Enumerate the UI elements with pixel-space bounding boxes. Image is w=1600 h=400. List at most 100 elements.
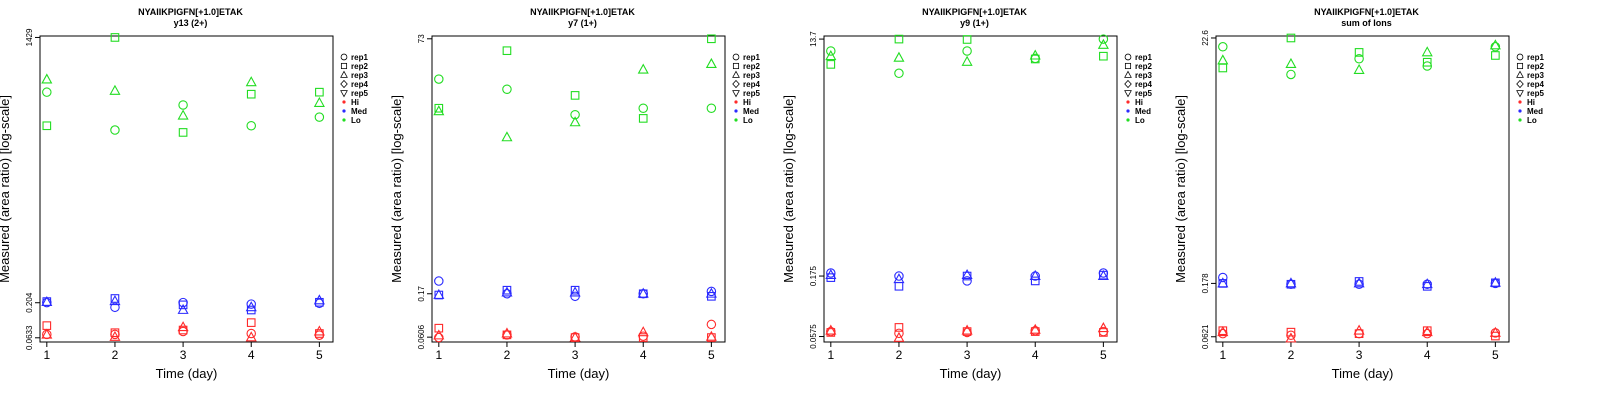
data-point-lo-rep3 xyxy=(961,55,973,66)
x-tick-label: 5 xyxy=(1100,348,1107,362)
data-point-lo-rep3 xyxy=(1029,49,1041,60)
x-tick-label: 2 xyxy=(896,348,903,362)
x-axis-label: Time (day) xyxy=(548,366,610,381)
legend-label-med: Med xyxy=(743,107,759,116)
x-tick-label: 4 xyxy=(640,348,647,362)
data-point-hi-rep3 xyxy=(893,331,905,342)
data-point-lo-rep1 xyxy=(42,87,52,97)
y-tick-label: 0.0621 xyxy=(1201,324,1210,349)
data-point-med-rep3 xyxy=(1421,278,1433,289)
x-tick-label: 1 xyxy=(435,348,442,362)
data-point-hi-rep3 xyxy=(825,324,837,335)
data-point-med-rep3 xyxy=(1029,269,1041,280)
data-point-lo-rep2 xyxy=(502,46,512,56)
data-point-lo-rep2 xyxy=(178,128,188,137)
data-point-lo-rep1 xyxy=(434,74,444,84)
data-point-med-rep3 xyxy=(41,295,53,307)
legend-marker-rep4 xyxy=(1124,79,1132,89)
data-point-lo-rep3 xyxy=(1097,38,1109,49)
data-point-lo-rep1 xyxy=(894,68,904,79)
x-tick-label: 4 xyxy=(248,348,255,362)
data-point-lo-rep1 xyxy=(706,103,717,113)
legend-dot-med xyxy=(342,109,346,113)
x-axis-label: Time (day) xyxy=(940,366,1002,381)
data-point-hi-rep3 xyxy=(1285,332,1297,343)
legend-label-lo: Lo xyxy=(351,116,361,125)
data-point-lo-rep2 xyxy=(1099,51,1108,61)
x-tick-label: 2 xyxy=(1288,348,1295,362)
data-point-lo-rep3 xyxy=(1217,54,1229,65)
data-point-lo-rep3 xyxy=(433,105,445,116)
y-tick-label: 13.7 xyxy=(809,31,818,47)
legend-marker-rep3 xyxy=(1516,70,1524,78)
data-point-med-rep2 xyxy=(1030,276,1040,286)
legend-label-hi: Hi xyxy=(351,98,359,107)
plot-frame xyxy=(1215,35,1510,343)
data-point-hi-rep3 xyxy=(501,327,513,338)
data-point-hi-rep3 xyxy=(245,331,257,342)
data-point-med-rep3 xyxy=(245,301,257,312)
data-point-med-rep1 xyxy=(246,299,256,309)
data-point-hi-rep3 xyxy=(705,330,717,341)
x-tick-label: 3 xyxy=(1356,348,1363,362)
data-point-med-rep3 xyxy=(177,303,189,314)
data-point-hi-rep1 xyxy=(434,332,444,343)
data-point-med-rep1 xyxy=(434,276,444,286)
data-point-lo-rep3 xyxy=(109,84,121,95)
x-tick-label: 3 xyxy=(964,348,971,362)
chart-subtitle: y7 (1+) xyxy=(568,18,597,28)
data-point-hi-rep3 xyxy=(313,325,325,336)
plot-frame xyxy=(823,35,1118,343)
data-point-hi-rep2 xyxy=(434,323,444,333)
data-point-hi-rep3 xyxy=(1217,325,1229,337)
data-point-hi-rep3 xyxy=(1353,324,1365,335)
y-axis-label: Measured (area ratio) [log-scale] xyxy=(389,95,404,283)
legend-marker-rep1 xyxy=(1124,53,1132,61)
legend-marker-rep4 xyxy=(1516,79,1524,89)
x-tick-label: 1 xyxy=(827,348,834,362)
data-point-lo-rep2 xyxy=(434,103,444,113)
legend-marker-rep5 xyxy=(1124,90,1132,98)
legend-label-rep5: rep5 xyxy=(1527,89,1544,98)
data-point-lo-rep2 xyxy=(246,89,256,99)
x-axis-label: Time (day) xyxy=(1332,366,1394,381)
legend-dot-med xyxy=(1126,109,1130,113)
data-point-med-rep3 xyxy=(1489,276,1501,287)
plot-frame xyxy=(39,35,334,343)
data-point-med-rep3 xyxy=(501,286,513,297)
x-tick-label: 4 xyxy=(1032,348,1039,362)
data-point-med-rep1 xyxy=(706,286,717,297)
data-point-lo-rep1 xyxy=(1286,69,1296,80)
y-axis-label: Measured (area ratio) [log-scale] xyxy=(781,95,796,283)
legend-marker-rep1 xyxy=(340,53,348,61)
legend-label-rep5: rep5 xyxy=(1135,89,1152,98)
legend-label-rep1: rep1 xyxy=(1527,53,1544,62)
data-point-lo-rep3 xyxy=(637,63,649,74)
legend-dot-hi xyxy=(734,100,738,104)
y-tick-label: 1429 xyxy=(25,28,34,46)
legend-marker-rep1 xyxy=(732,53,740,61)
data-point-hi-rep2 xyxy=(246,318,256,327)
data-point-lo-rep1 xyxy=(962,46,972,56)
data-point-hi-rep1 xyxy=(246,328,256,339)
data-point-med-rep1 xyxy=(110,302,120,313)
data-point-med-rep3 xyxy=(825,268,837,280)
legend-label-rep2: rep2 xyxy=(351,62,368,71)
data-point-med-rep1 xyxy=(962,276,972,286)
legend-dot-hi xyxy=(1518,100,1522,104)
data-point-hi-rep2 xyxy=(42,321,52,330)
chart-title: NYAIIKPIGFN[+1.0]ETAK xyxy=(138,7,243,17)
data-point-med-rep2 xyxy=(110,294,120,303)
data-point-lo-rep2 xyxy=(1422,57,1432,67)
data-point-hi-rep2 xyxy=(1099,328,1108,337)
legend-marker-rep2 xyxy=(732,62,740,70)
legend-label-lo: Lo xyxy=(1135,116,1145,125)
data-point-med-rep1 xyxy=(826,268,836,278)
data-point-lo-rep3 xyxy=(245,76,257,87)
legend-marker-rep3 xyxy=(340,70,348,78)
data-point-hi-rep3 xyxy=(637,326,649,337)
legend-label-med: Med xyxy=(1527,107,1543,116)
